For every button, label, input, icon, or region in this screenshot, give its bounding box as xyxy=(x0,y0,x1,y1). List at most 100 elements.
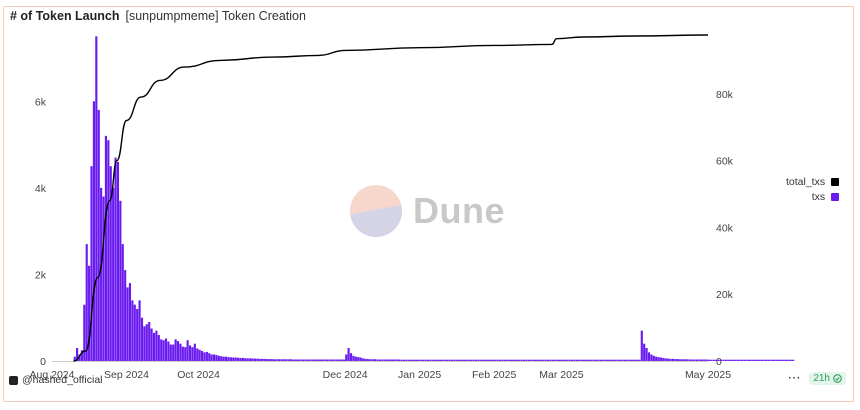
legend-label-txs: txs xyxy=(811,190,826,203)
freshness-badge[interactable]: 21h xyxy=(809,372,846,385)
bar xyxy=(88,265,91,361)
bar xyxy=(554,359,557,361)
author-credit[interactable]: @hashed_official xyxy=(9,374,103,386)
bar xyxy=(626,359,629,361)
bar xyxy=(652,355,655,361)
bar xyxy=(720,359,723,361)
bar xyxy=(780,359,783,361)
bar xyxy=(496,359,499,361)
bar xyxy=(789,359,792,361)
bar xyxy=(698,359,701,361)
bar xyxy=(530,359,533,361)
bar xyxy=(306,359,309,361)
bar xyxy=(261,358,264,361)
legend-item-txs[interactable]: txs xyxy=(786,189,840,204)
bar xyxy=(176,341,180,361)
bar xyxy=(160,339,163,361)
bar xyxy=(349,353,353,361)
bar xyxy=(611,359,615,361)
y-left-tick-label: 2k xyxy=(35,269,47,281)
y-right-tick-label: 40k xyxy=(716,222,734,234)
bar xyxy=(491,359,494,361)
bar xyxy=(484,359,487,361)
bar xyxy=(662,357,665,361)
bar xyxy=(446,359,449,361)
bar xyxy=(381,359,384,361)
author-name: @hashed_official xyxy=(22,374,103,386)
bar xyxy=(73,356,76,361)
bar xyxy=(316,359,319,361)
bar xyxy=(335,359,338,361)
bar xyxy=(547,359,550,361)
y-right-tick-label: 0 xyxy=(716,356,722,368)
bar xyxy=(328,359,331,361)
bar xyxy=(614,359,617,361)
bar xyxy=(671,358,675,361)
bar xyxy=(787,359,790,361)
bar xyxy=(407,359,410,361)
bar xyxy=(131,300,134,361)
bar xyxy=(119,200,122,361)
bar xyxy=(184,347,187,361)
bar xyxy=(700,359,703,361)
bar xyxy=(121,244,124,361)
bar xyxy=(462,359,466,361)
bar xyxy=(479,359,482,361)
bar xyxy=(534,359,538,361)
bar xyxy=(323,359,326,361)
bar xyxy=(90,166,93,361)
bar xyxy=(78,354,81,361)
legend-item-total-txs[interactable]: total_txs xyxy=(786,174,840,189)
bar xyxy=(289,359,293,361)
bar xyxy=(80,350,83,361)
dune-watermark: Dune xyxy=(349,184,505,238)
bar xyxy=(556,359,559,361)
bar xyxy=(124,270,127,361)
bar xyxy=(203,352,206,361)
bar xyxy=(669,358,672,361)
bar xyxy=(705,359,708,361)
x-tick-label: May 2025 xyxy=(685,369,731,381)
bar xyxy=(777,359,780,361)
x-tick-label: Feb 2025 xyxy=(472,369,517,381)
bar xyxy=(412,359,415,361)
bar xyxy=(388,359,391,361)
more-options-icon[interactable]: ··· xyxy=(788,373,802,384)
bar xyxy=(542,359,545,361)
bar xyxy=(424,359,427,361)
bar xyxy=(246,358,249,361)
bar xyxy=(398,359,401,361)
bar xyxy=(633,359,636,361)
x-tick-label: Aug 2024 xyxy=(30,369,75,381)
bar xyxy=(522,359,526,361)
bar xyxy=(100,187,103,361)
bar xyxy=(145,324,148,361)
bar xyxy=(498,359,502,361)
bar xyxy=(638,359,641,361)
bar xyxy=(294,359,297,361)
bar xyxy=(352,355,355,361)
bar xyxy=(193,343,196,361)
bar xyxy=(782,359,785,361)
bar xyxy=(434,359,437,361)
bar xyxy=(292,359,295,361)
bar xyxy=(741,359,744,361)
bar xyxy=(402,359,405,361)
legend-swatch-txs xyxy=(831,192,840,201)
bar xyxy=(438,359,442,361)
footer-status: ··· 21h xyxy=(788,372,846,385)
y-left-tick-label: 0 xyxy=(40,356,46,368)
bar xyxy=(217,355,220,361)
bar xyxy=(635,359,639,361)
bar xyxy=(470,359,473,361)
bar xyxy=(232,357,235,361)
bar xyxy=(688,359,691,361)
bar xyxy=(693,359,696,361)
bar xyxy=(520,359,523,361)
y-right-tick-label: 80k xyxy=(716,89,734,101)
bar xyxy=(213,354,216,361)
bar xyxy=(354,356,357,361)
bar xyxy=(477,359,480,361)
bar xyxy=(309,359,312,361)
bar xyxy=(188,345,192,361)
